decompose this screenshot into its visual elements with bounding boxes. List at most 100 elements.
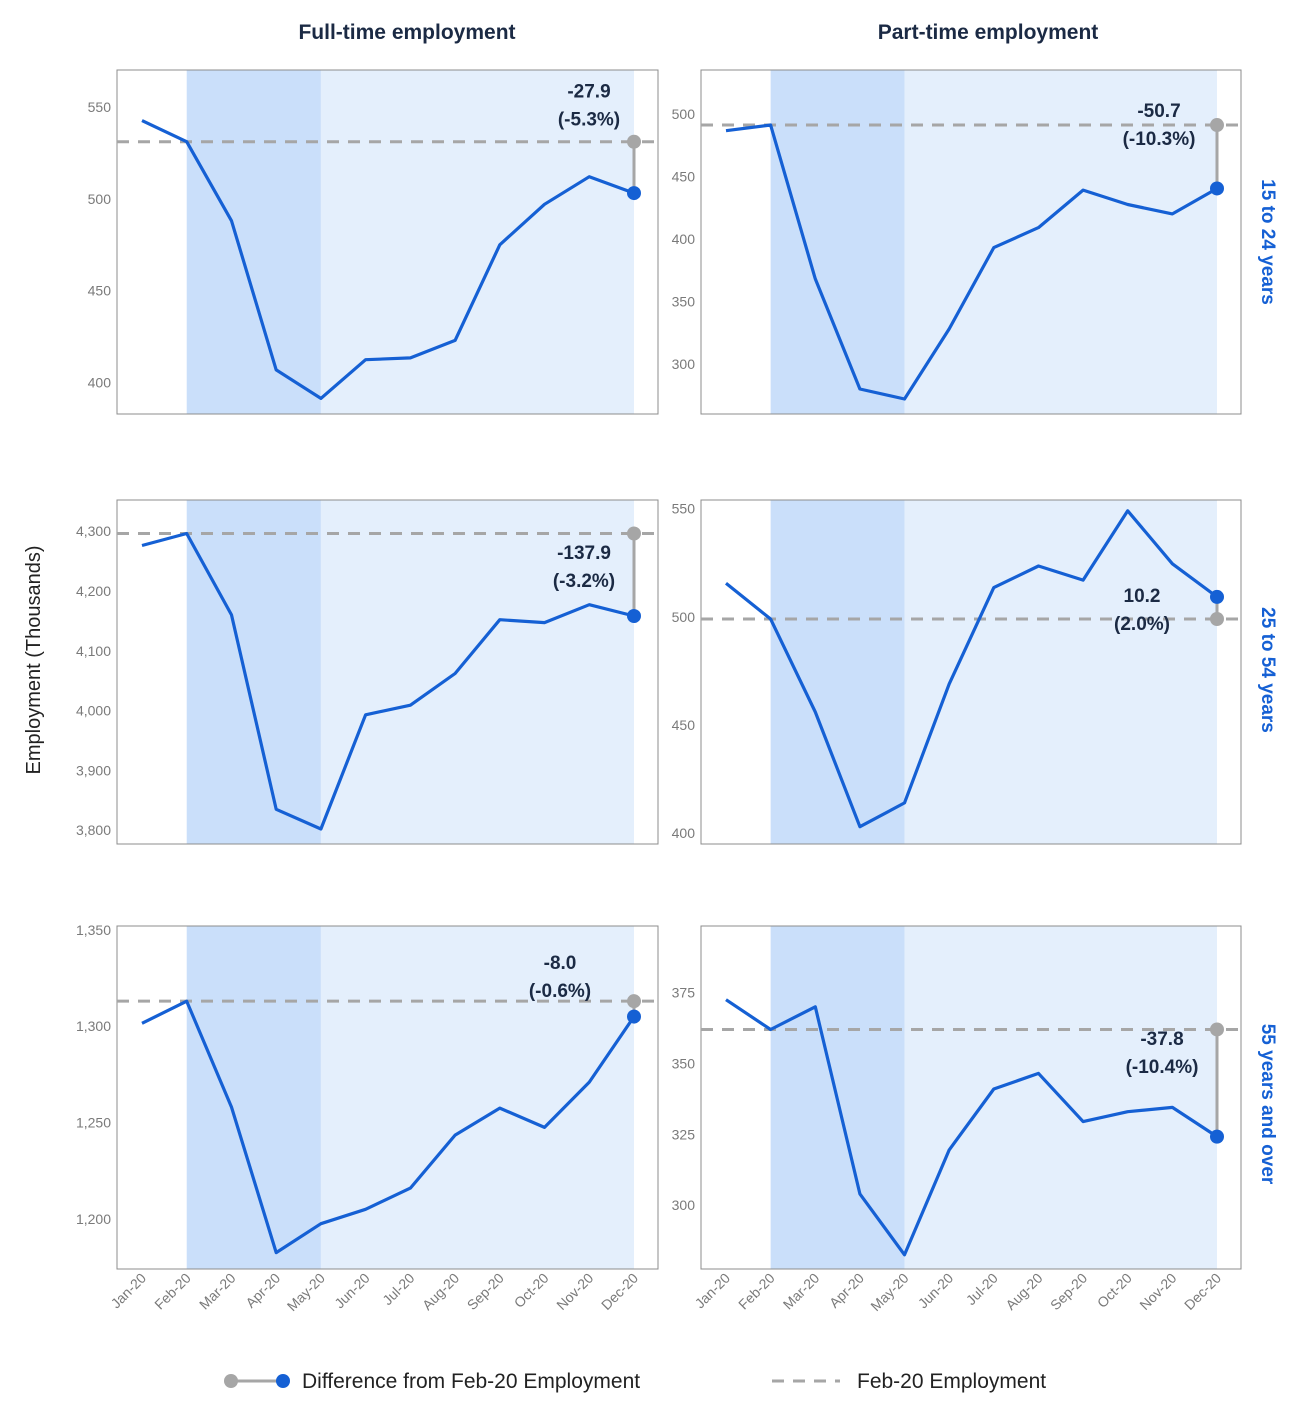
panel-1: 400 450 500 550 -27.9 (-5.3%): [88, 69, 659, 415]
y-tick-label: 4,200: [76, 583, 111, 599]
y-tick-label: 400: [88, 375, 112, 391]
panels: 400 450 500 550 -27.9 (-5.3%) 300 350 400 450 500 -…: [76, 69, 1242, 1314]
y-tick-label: 350: [672, 1055, 696, 1071]
y-tick-label: 3,800: [76, 822, 111, 838]
y-tick-label: 1,300: [76, 1018, 111, 1034]
panel-2: 300 350 400 450 500 -50.7 (-10.3%): [672, 69, 1242, 415]
y-tick-label: 375: [672, 985, 696, 1001]
feb20-dot: [1210, 1022, 1224, 1037]
y-tick-label: 500: [88, 191, 112, 207]
y-tick-label: 1,250: [76, 1115, 111, 1131]
y-tick-label: 550: [672, 501, 696, 517]
panel-frame: [700, 499, 1242, 845]
annotation-diff: -37.8: [1140, 1029, 1183, 1050]
column-title-full-time: Full-time employment: [298, 21, 515, 44]
column-title-part-time: Part-time employment: [878, 21, 1099, 44]
series-line: [725, 998, 1218, 1257]
y-tick-label: 3,900: [76, 762, 111, 778]
shade-lockdown: [186, 500, 321, 844]
feb20-dot: [627, 994, 641, 1009]
y-tick-label: 4,300: [76, 523, 111, 539]
panel-frame: [116, 925, 659, 1270]
x-tick-label: Jan-20: [692, 1270, 734, 1312]
y-tick-label: 400: [672, 825, 696, 841]
legend-baseline-label: Feb-20 Employment: [857, 1370, 1046, 1393]
x-tick-label: Apr-20: [242, 1270, 283, 1311]
series-line: [725, 123, 1218, 401]
y-tick-label: 450: [88, 283, 112, 299]
shade-recovery: [320, 500, 634, 844]
panel-6: 300 325 350 375 -37.8 (-10.4%) Jan-20 Feb-20 Mar…: [672, 925, 1242, 1314]
series-line: [141, 531, 635, 831]
annotation-diff: -137.9: [557, 543, 611, 564]
legend-diff-grey-dot: [224, 1374, 238, 1388]
annotation-pct: (-10.4%): [1126, 1057, 1199, 1078]
shade-recovery: [320, 926, 634, 1269]
shade-lockdown: [186, 70, 321, 414]
y-tick-label: 500: [672, 106, 696, 122]
y-tick-label: 300: [672, 356, 696, 372]
x-tick-label: Mar-20: [780, 1270, 823, 1313]
annotation-diff: -50.7: [1137, 101, 1180, 122]
panel-4: 400 450 500 550 10.2 (2.0%): [672, 499, 1242, 845]
series-line: [725, 509, 1218, 829]
y-tick-label: 450: [672, 168, 696, 184]
y-tick-label: 550: [88, 99, 112, 115]
x-tick-label: Dec-20: [1181, 1270, 1224, 1313]
panel-frame: [700, 925, 1242, 1270]
x-tick-label: Feb-20: [735, 1270, 778, 1313]
x-tick-label: Jul-20: [963, 1270, 1001, 1308]
y-tick-label: 4,000: [76, 703, 111, 719]
feb20-dot: [1210, 118, 1224, 133]
x-tick-label: Sep-20: [464, 1270, 507, 1313]
shade-recovery: [320, 70, 634, 414]
dec20-dot: [1210, 1129, 1224, 1144]
annotation-diff: -27.9: [567, 81, 610, 102]
dec20-dot: [1210, 589, 1224, 604]
row-title-25-54: 25 to 54 years: [1257, 607, 1278, 733]
dec20-dot: [1210, 181, 1224, 196]
x-tick-label: Oct-20: [1094, 1270, 1135, 1311]
feb20-dot: [627, 526, 641, 541]
annotation-pct: (-5.3%): [558, 109, 620, 130]
y-axis-label: Employment (Thousands): [23, 546, 45, 775]
dec20-dot: [627, 186, 641, 201]
feb20-dot: [1210, 611, 1224, 626]
series-line: [141, 999, 636, 1255]
x-tick-label: Apr-20: [826, 1270, 867, 1311]
annotation-pct: (2.0%): [1114, 614, 1170, 635]
x-tick-label: Jun-20: [915, 1270, 957, 1312]
feb20-dot: [627, 134, 641, 149]
x-tick-label: Mar-20: [196, 1270, 239, 1313]
dec20-dot: [627, 609, 641, 624]
panel-5: 1,200 1,250 1,300 1,350 -8.0 (-0.6%) Jan-20 Feb…: [76, 922, 659, 1314]
legend: Difference from Feb-20 Employment Feb-20…: [224, 1370, 1046, 1393]
shade-recovery: [904, 500, 1217, 844]
legend-diff-label: Difference from Feb-20 Employment: [302, 1370, 640, 1393]
series-line: [141, 119, 635, 400]
shade-recovery: [904, 70, 1217, 414]
x-tick-label: Oct-20: [511, 1270, 552, 1311]
y-tick-label: 1,350: [76, 922, 111, 938]
y-tick-label: 300: [672, 1197, 696, 1213]
y-tick-label: 1,200: [76, 1211, 111, 1227]
y-tick-label: 400: [672, 231, 696, 247]
shade-lockdown: [770, 70, 905, 414]
panel-frame: [700, 69, 1242, 415]
panel-frame: [116, 69, 659, 415]
panel-3: 3,800 3,900 4,000 4,100 4,200 4,300 -137.9 (-3.…: [76, 499, 659, 845]
x-tick-label: Nov-20: [553, 1270, 596, 1313]
legend-diff-blue-dot: [276, 1374, 290, 1388]
y-tick-label: 4,100: [76, 643, 111, 659]
x-tick-label: Nov-20: [1136, 1270, 1179, 1313]
row-title-15-24: 15 to 24 years: [1257, 179, 1278, 305]
x-tick-label: Jul-20: [379, 1270, 417, 1308]
shade-lockdown: [186, 926, 321, 1269]
x-tick-label: Aug-20: [1002, 1270, 1045, 1313]
x-tick-label: Jun-20: [331, 1270, 373, 1312]
x-tick-label: Jan-20: [108, 1270, 150, 1312]
shade-lockdown: [770, 500, 905, 844]
annotation-pct: (-3.2%): [553, 571, 615, 592]
